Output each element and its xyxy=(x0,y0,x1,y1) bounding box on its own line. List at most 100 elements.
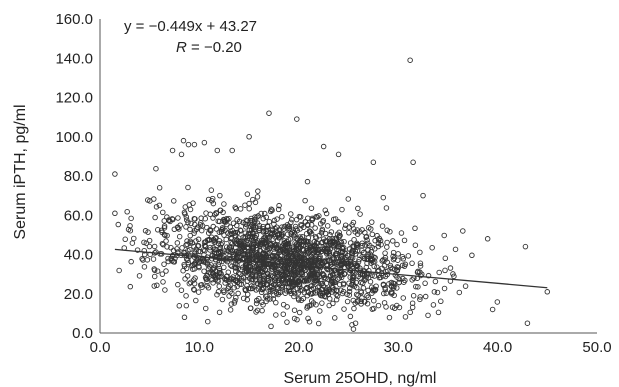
data-point xyxy=(207,227,214,234)
data-point xyxy=(242,202,248,208)
data-point xyxy=(169,147,176,154)
data-point xyxy=(161,223,168,229)
data-point xyxy=(484,236,491,242)
data-point xyxy=(248,285,254,292)
data-point xyxy=(307,283,314,289)
data-point xyxy=(372,286,379,293)
data-point xyxy=(316,213,322,219)
data-point xyxy=(293,216,300,223)
data-point xyxy=(269,207,275,213)
data-point xyxy=(276,230,282,237)
data-point xyxy=(279,278,285,284)
data-point xyxy=(442,255,449,262)
data-point xyxy=(365,240,371,247)
data-point xyxy=(359,253,365,260)
data-point xyxy=(270,242,276,249)
correlation-label: R = −0.20 xyxy=(176,39,242,56)
data-point xyxy=(383,290,390,296)
data-point xyxy=(249,283,255,289)
data-point xyxy=(252,224,259,231)
data-point xyxy=(358,298,364,305)
data-point xyxy=(153,165,159,172)
data-point xyxy=(263,228,269,234)
data-point xyxy=(302,197,308,204)
data-point xyxy=(226,244,233,250)
data-point xyxy=(320,143,327,150)
data-point xyxy=(364,260,370,267)
data-point xyxy=(362,298,368,305)
data-point xyxy=(346,230,352,236)
data-point xyxy=(332,315,338,321)
data-point xyxy=(314,275,321,282)
data-point xyxy=(362,229,368,236)
data-point xyxy=(255,213,262,219)
data-point xyxy=(317,292,324,299)
data-point xyxy=(116,267,122,274)
data-point xyxy=(319,300,325,306)
data-point xyxy=(264,275,270,282)
data-point xyxy=(401,263,408,269)
data-point xyxy=(253,263,260,270)
r-symbol: R xyxy=(176,39,187,56)
data-point xyxy=(250,230,257,237)
data-point xyxy=(452,246,459,253)
data-point xyxy=(357,211,363,217)
data-point xyxy=(333,291,340,298)
data-point xyxy=(185,184,191,191)
data-point xyxy=(371,273,378,279)
data-point xyxy=(409,260,415,267)
regression-equation: y = −0.449x + 43.27 xyxy=(124,18,257,35)
data-point xyxy=(326,302,332,309)
data-point xyxy=(315,320,322,327)
data-point xyxy=(210,200,217,207)
data-point xyxy=(122,236,128,243)
data-point xyxy=(260,278,266,285)
trendline xyxy=(114,248,548,289)
data-point xyxy=(246,133,252,140)
data-point xyxy=(192,221,198,228)
data-point xyxy=(274,237,281,244)
data-point xyxy=(204,279,210,285)
data-point xyxy=(216,309,223,316)
data-point xyxy=(151,196,157,202)
data-point xyxy=(360,285,367,291)
data-point xyxy=(210,244,217,251)
data-point xyxy=(422,280,428,287)
data-point xyxy=(227,252,233,259)
data-point xyxy=(233,268,239,275)
data-point xyxy=(244,291,251,298)
data-point xyxy=(151,273,158,280)
data-point xyxy=(262,267,268,273)
data-point xyxy=(395,264,402,271)
data-point xyxy=(370,259,376,265)
data-point xyxy=(168,255,175,262)
data-point xyxy=(415,284,421,290)
data-point xyxy=(232,297,238,304)
data-point xyxy=(204,276,210,282)
data-point xyxy=(381,263,388,269)
data-point xyxy=(250,252,257,258)
data-point xyxy=(213,226,220,232)
data-point xyxy=(305,315,311,322)
data-point xyxy=(359,240,365,246)
data-point xyxy=(243,264,250,271)
data-point xyxy=(240,274,247,281)
data-point xyxy=(271,221,277,227)
data-point xyxy=(365,287,371,294)
data-point xyxy=(127,227,134,234)
data-point xyxy=(309,273,316,279)
data-point xyxy=(330,284,336,291)
data-point xyxy=(205,285,212,291)
data-point xyxy=(296,259,302,266)
data-point xyxy=(335,219,342,225)
data-point xyxy=(368,253,375,259)
data-point xyxy=(384,227,390,234)
data-point xyxy=(223,276,229,283)
data-point xyxy=(349,222,355,228)
y-tick-label: 140.0 xyxy=(55,50,93,67)
data-point xyxy=(260,228,267,234)
data-point xyxy=(249,244,256,250)
data-point xyxy=(185,247,191,254)
data-point xyxy=(447,265,454,271)
data-point xyxy=(153,204,160,210)
